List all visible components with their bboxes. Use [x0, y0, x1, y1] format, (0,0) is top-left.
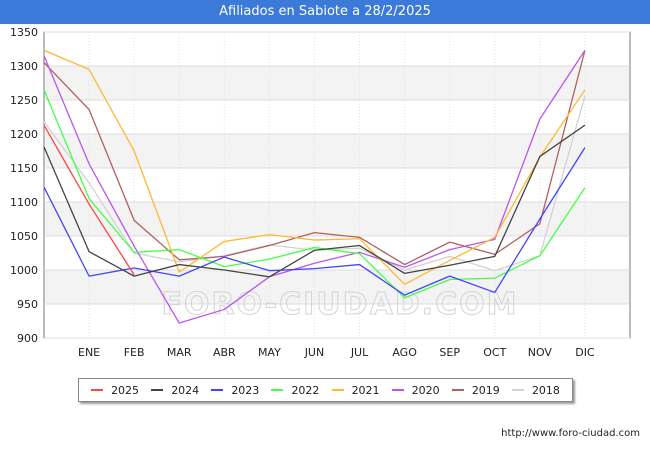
x-tick-label: NOV: [528, 346, 553, 359]
legend: 2025 2024 2023 2022 2021 2020 2019 2018: [78, 378, 573, 402]
legend-swatch: [91, 389, 104, 391]
grid-band: [45, 66, 629, 100]
series-line-2025: [43, 124, 135, 276]
legend-label: 2020: [411, 383, 440, 397]
legend-swatch: [391, 389, 404, 391]
y-axis: 900 950 1000 1050 1100 1150 1200 1250 1300 1350: [10, 26, 38, 345]
series-line-2020: [43, 50, 586, 324]
x-tick-label: FEB: [124, 346, 145, 359]
legend-swatch: [151, 389, 164, 391]
y-tick-label: 900: [17, 332, 38, 345]
source-credit: http://www.foro-ciudad.com: [501, 428, 640, 439]
x-tick-label: OCT: [483, 346, 506, 359]
legend-item-2025: 2025: [91, 384, 139, 397]
legend-label: 2022: [291, 383, 320, 397]
y-tick-label: 950: [17, 298, 38, 311]
legend-swatch: [331, 389, 344, 391]
legend-item-2021: 2021: [331, 383, 380, 397]
legend-swatch: [211, 389, 224, 391]
y-tick-label: 1050: [10, 230, 38, 243]
x-tick-label: JUN: [304, 346, 325, 359]
grid-lines: [44, 31, 630, 339]
legend-label: 2023: [231, 383, 260, 397]
series-line-2023: [43, 147, 586, 296]
y-tick-label: 1200: [10, 128, 38, 141]
legend-item-2019: 2019: [451, 383, 500, 397]
series-lines: [43, 49, 586, 324]
legend-item-2018: 2018: [511, 383, 560, 397]
x-tick-label: AGO: [392, 346, 417, 359]
legend-label: 2018: [531, 383, 560, 397]
x-tick-label: JUL: [350, 346, 369, 359]
y-tick-label: 1300: [10, 60, 38, 73]
chart-title: Afiliados en Sabiote a 28/2/2025: [0, 0, 650, 24]
x-tick-label: ENE: [78, 346, 100, 359]
y-tick-label: 1250: [10, 94, 38, 107]
x-tick-label: DIC: [575, 346, 595, 359]
legend-item-2020: 2020: [391, 383, 440, 397]
x-tick-label: ABR: [213, 346, 236, 359]
y-tick-label: 1150: [10, 162, 38, 175]
y-tick-label: 1000: [10, 264, 38, 277]
grid-band: [45, 270, 629, 304]
legend-label: 2025: [111, 383, 140, 397]
y-tick-label: 1100: [10, 196, 38, 209]
legend-label: 2019: [471, 383, 500, 397]
series-line-2021: [43, 49, 586, 285]
legend-item-2024: 2024: [151, 384, 199, 397]
series-line-2019: [43, 50, 586, 266]
x-axis: ENE FEB MAR ABR MAY JUN JUL AGO SEP OCT NOV DIC: [78, 346, 595, 359]
y-tick-label: 1350: [10, 26, 38, 39]
x-tick-label: MAR: [167, 346, 192, 359]
x-tick-label: SEP: [439, 346, 460, 359]
legend-swatch: [271, 389, 284, 391]
legend-label: 2024: [171, 383, 200, 397]
legend-item-2023: 2023: [211, 384, 259, 397]
series-line-2022: [43, 89, 586, 299]
line-chart: FORO-CIUDAD.COM 900 950 1000 1050 1100 1150 12…: [10, 26, 631, 359]
legend-item-2022: 2022: [271, 384, 319, 397]
grid-band: [45, 134, 629, 168]
legend-swatch: [511, 389, 524, 391]
legend-label: 2021: [351, 383, 380, 397]
watermark-text: FORO-CIUDAD.COM: [162, 287, 519, 322]
x-tick-label: MAY: [258, 346, 281, 359]
legend-swatch: [451, 389, 464, 391]
series-line-2024: [43, 124, 586, 278]
grid-band: [45, 202, 629, 236]
